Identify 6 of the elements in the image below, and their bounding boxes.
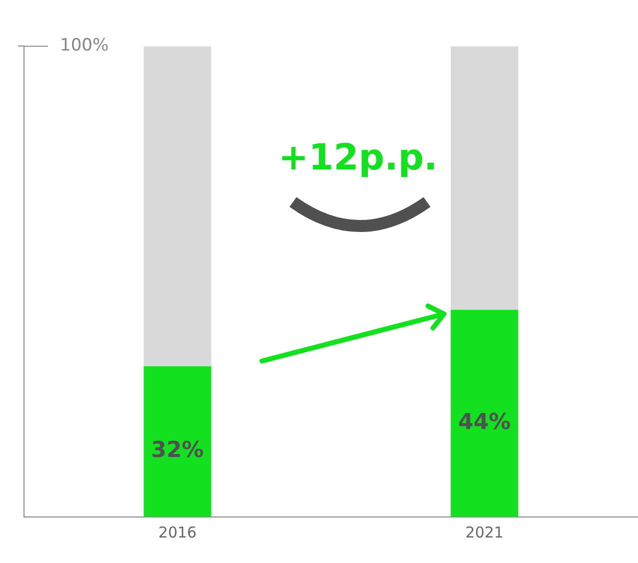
annotation: +12p.p.	[278, 137, 438, 178]
y-tick-label: 100%	[60, 36, 109, 56]
x-tick-label: 2016	[158, 524, 197, 542]
x-tick-label: 2021	[465, 524, 504, 542]
data-label: 44%	[458, 410, 511, 435]
data-label: 32%	[151, 438, 204, 464]
